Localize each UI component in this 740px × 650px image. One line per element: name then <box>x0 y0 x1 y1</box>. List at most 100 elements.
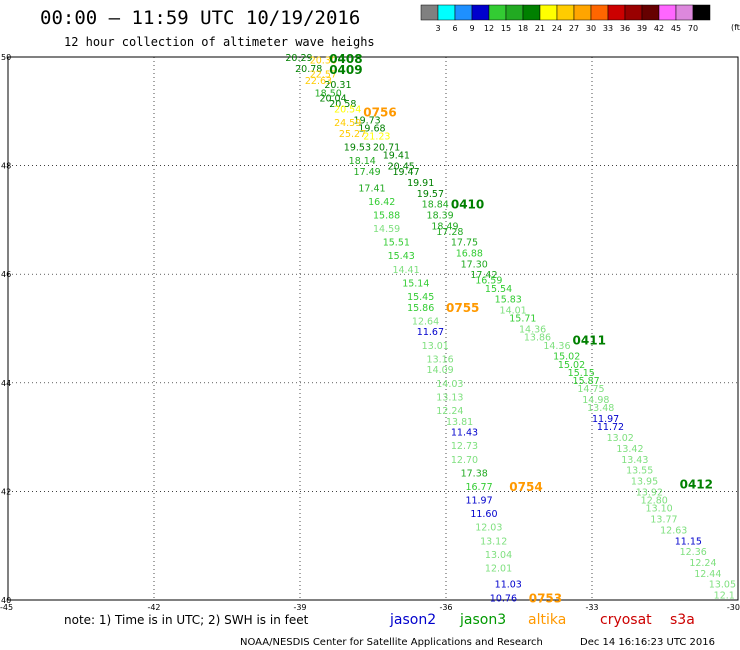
swh-value-label: 19.53 <box>344 143 371 154</box>
y-tick-label: 48 <box>1 162 11 171</box>
swh-value-label: 17.42 <box>470 270 497 281</box>
swh-value-label: 12.01 <box>485 563 512 574</box>
pass-time-label: 0411 <box>573 333 606 347</box>
satellite-legend: jason2 jason3 altika cryosat s3a <box>389 612 695 628</box>
swh-value-label: 14.36 <box>519 325 546 336</box>
pass-time-label: 0412 <box>680 477 713 491</box>
swh-value-label: 15.83 <box>495 295 522 306</box>
swh-value-label: 20.54 <box>334 105 361 116</box>
swh-value-label: 17.75 <box>451 238 478 249</box>
swh-value-label: 16.42 <box>368 197 395 208</box>
swh-value-label: 13.55 <box>626 466 653 477</box>
swh-value-label: 18.49 <box>431 221 458 232</box>
swh-value-label: 15.71 <box>509 314 536 325</box>
colorbar-tick: 36 <box>620 24 630 33</box>
swh-value-label: 20.29 <box>285 53 312 64</box>
swh-value-label: 11.03 <box>495 580 522 591</box>
swh-value-label: 20.78 <box>295 64 322 75</box>
swh-value-label: 25.27 <box>339 129 366 140</box>
pass-time-label: 0753 <box>529 591 562 605</box>
colorbar-legend: 3 6 9 12 15 18 21 24 27 30 33 36 39 42 45 70 <box>420 4 711 33</box>
swh-value-label: 12.36 <box>680 547 707 558</box>
swh-value-label: 13.02 <box>607 433 634 444</box>
swh-value-label: 13.42 <box>616 444 643 455</box>
colorbar-swatch <box>573 4 592 21</box>
pass-time-label: 0410 <box>451 198 484 212</box>
plot-frame <box>7 56 739 601</box>
colorbar-swatch <box>522 4 541 21</box>
swh-value-label: 13.16 <box>427 354 454 365</box>
swh-value-label: 11.60 <box>470 509 497 520</box>
pass-time-label: 0755 <box>446 301 479 315</box>
y-tick-labels: 40 42 44 46 48 50 <box>1 53 11 605</box>
colorbar-unit: (ft) <box>731 23 740 32</box>
swh-value-label: 12.24 <box>689 558 716 569</box>
swh-value-label: 15.43 <box>388 251 415 262</box>
colorbar-swatch <box>692 4 711 21</box>
swh-value-label: 19.68 <box>358 124 385 135</box>
x-tick-label: -36 <box>439 603 452 612</box>
pass-time-label: 0408 <box>329 52 362 66</box>
colorbar-tick: 45 <box>671 24 681 33</box>
y-tick-label: 50 <box>1 53 11 62</box>
swh-value-label: 12.64 <box>412 316 439 327</box>
swh-value-label: 15.87 <box>573 376 600 387</box>
swh-value-label: 16.59 <box>475 276 502 287</box>
swh-value-label: 15.45 <box>407 292 434 303</box>
x-tick-label: -45 <box>0 603 13 612</box>
colorbar-swatch <box>607 4 626 21</box>
colorbar-swatch <box>675 4 694 21</box>
footer-credit: NOAA/NESDIS Center for Satellite Applica… <box>240 637 543 648</box>
swh-value-label: 15.86 <box>407 303 434 314</box>
swh-value-label: 13.04 <box>485 550 512 561</box>
swh-value-label: 17.49 <box>354 167 381 178</box>
swh-value-label: 14.01 <box>500 305 527 316</box>
colorbar-tick: 24 <box>552 24 562 33</box>
swh-value-label: 11.72 <box>597 422 624 433</box>
swh-value-label: 13.81 <box>446 417 473 428</box>
swh-value-label: 14.98 <box>582 395 609 406</box>
colorbar-tick: 21 <box>535 24 545 33</box>
swh-value-label: 19.47 <box>392 167 419 178</box>
colorbar-swatch <box>539 4 558 21</box>
colorbar-swatch <box>454 4 473 21</box>
pass-time-label: 0756 <box>363 105 396 119</box>
swh-value-label: 20.30 <box>310 56 337 67</box>
swh-value-label: 15.02 <box>553 352 580 363</box>
x-tick-labels: -45 -42 -39 -36 -33 -30 <box>0 603 740 612</box>
colorbar-swatch <box>420 4 439 21</box>
y-tick-label: 42 <box>1 487 11 496</box>
colorbar-swatch <box>488 4 507 21</box>
colorbar-tick: 33 <box>603 24 613 33</box>
swh-value-label: 16.77 <box>465 482 492 493</box>
grid-lines <box>8 57 738 600</box>
footer-note: note: 1) Time is in UTC; 2) SWH is in fe… <box>64 613 309 627</box>
pass-time-label: 0409 <box>329 63 362 77</box>
swh-value-label: 12.70 <box>451 455 478 466</box>
swh-value-label: 20.71 <box>373 143 400 154</box>
swh-value-label: 20.45 <box>388 162 415 173</box>
swh-value-label: 12.24 <box>436 406 463 417</box>
swh-value-label: 13.12 <box>480 536 507 547</box>
x-tick-label: -33 <box>585 603 598 612</box>
swh-value-label: 13.13 <box>436 392 463 403</box>
swh-value-label: 14.09 <box>427 365 454 376</box>
swh-value-label: 22.63 <box>305 76 332 87</box>
y-tick-label: 46 <box>1 270 11 279</box>
swh-value-label: 13.43 <box>621 455 648 466</box>
swh-value-label: 12.03 <box>475 523 502 534</box>
satellite-legend-entry: cryosat <box>600 612 652 628</box>
swh-value-label: 18.84 <box>422 200 449 211</box>
swh-value-label: 13.01 <box>422 341 449 352</box>
swh-value-label: 15.15 <box>568 368 595 379</box>
y-tick-label: 44 <box>1 379 11 388</box>
swh-value-label: 22.57 <box>310 69 337 80</box>
colorbar-tick: 70 <box>688 24 698 33</box>
swh-value-label: 14.59 <box>373 224 400 235</box>
swh-value-label: 12.1 <box>714 591 735 602</box>
chart-title: 00:00 – 11:59 UTC 10/19/2016 <box>40 7 360 29</box>
swh-value-label: 13.86 <box>524 333 551 344</box>
satellite-legend-entry: jason2 <box>389 612 436 628</box>
